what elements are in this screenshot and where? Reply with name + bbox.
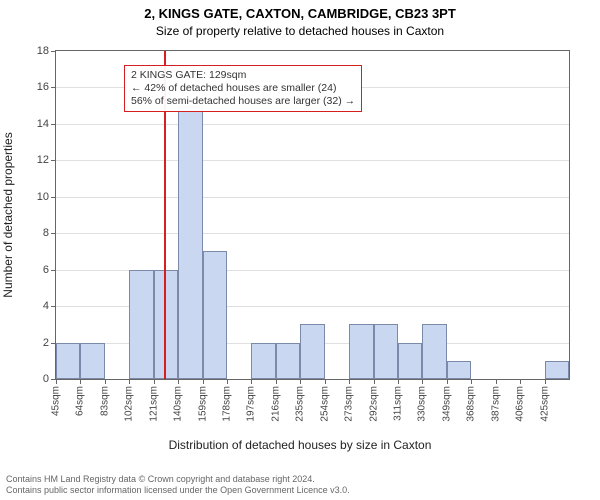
ytick-mark [51,270,55,271]
ytick-mark [51,197,55,198]
histogram-bar [178,106,202,379]
xtick-label: 64sqm [75,386,86,416]
xtick-label: 292sqm [368,386,379,422]
ytick-mark [51,124,55,125]
xtick-mark [496,380,497,384]
annotation-line: ← 42% of detached houses are smaller (24… [131,82,355,95]
xtick-label: 387sqm [490,386,501,422]
ytick-mark [51,233,55,234]
xtick-mark [349,380,350,384]
xtick-mark [545,380,546,384]
histogram-bar [300,324,324,379]
chart-title-line1: 2, KINGS GATE, CAXTON, CAMBRIDGE, CB23 3… [0,6,600,21]
ytick-label: 0 [9,373,49,385]
histogram-bar [349,324,373,379]
xtick-label: 273sqm [344,386,355,422]
annotation-box: 2 KINGS GATE: 129sqm← 42% of detached ho… [124,65,362,112]
xtick-mark [129,380,130,384]
ytick-label: 14 [9,118,49,130]
xtick-label: 254sqm [319,386,330,422]
histogram-bar [251,343,275,379]
xtick-label: 197sqm [246,386,257,422]
xtick-label: 45sqm [51,386,62,416]
xtick-mark [447,380,448,384]
xtick-mark [203,380,204,384]
xtick-mark [325,380,326,384]
xtick-label: 159sqm [197,386,208,422]
xtick-label: 121sqm [148,386,159,422]
ytick-label: 10 [9,191,49,203]
histogram-bar [80,343,104,379]
xtick-mark [251,380,252,384]
histogram-bar [545,361,569,379]
footer-attribution: Contains HM Land Registry data © Crown c… [6,474,350,497]
footer-line1: Contains HM Land Registry data © Crown c… [6,474,315,484]
ytick-label: 8 [9,227,49,239]
plot-area: 2 KINGS GATE: 129sqm← 42% of detached ho… [55,50,570,380]
xtick-label: 102sqm [124,386,135,422]
gridline-h [56,124,569,125]
xtick-mark [471,380,472,384]
x-axis-label: Distribution of detached houses by size … [0,438,600,452]
xtick-mark [178,380,179,384]
histogram-bar [447,361,471,379]
xtick-label: 330sqm [417,386,428,422]
xtick-mark [374,380,375,384]
gridline-h [56,160,569,161]
annotation-line: 56% of semi-detached houses are larger (… [131,95,355,108]
xtick-label: 311sqm [393,386,404,421]
xtick-mark [398,380,399,384]
xtick-mark [105,380,106,384]
xtick-mark [300,380,301,384]
histogram-bar [374,324,398,379]
gridline-h [56,233,569,234]
ytick-mark [51,343,55,344]
ytick-label: 18 [9,45,49,57]
histogram-bar [129,270,153,379]
ytick-label: 6 [9,264,49,276]
ytick-mark [51,306,55,307]
xtick-label: 140sqm [173,386,184,422]
xtick-label: 216sqm [270,386,281,422]
xtick-mark [56,380,57,384]
histogram-bar [203,251,227,379]
xtick-mark [520,380,521,384]
xtick-mark [227,380,228,384]
ytick-label: 2 [9,337,49,349]
chart-title-line2: Size of property relative to detached ho… [0,24,600,38]
ytick-mark [51,160,55,161]
ytick-label: 4 [9,300,49,312]
xtick-label: 235sqm [295,386,306,422]
ytick-label: 16 [9,81,49,93]
footer-line2: Contains public sector information licen… [6,485,350,495]
ytick-mark [51,51,55,52]
xtick-label: 406sqm [515,386,526,422]
annotation-line: 2 KINGS GATE: 129sqm [131,69,355,82]
xtick-label: 178sqm [222,386,233,422]
xtick-label: 368sqm [466,386,477,422]
xtick-mark [154,380,155,384]
ytick-mark [51,87,55,88]
chart-container: { "chart": { "type": "histogram", "title… [0,0,600,500]
xtick-label: 83sqm [99,386,110,416]
histogram-bar [422,324,446,379]
ytick-label: 12 [9,154,49,166]
xtick-mark [276,380,277,384]
histogram-bar [398,343,422,379]
gridline-h [56,197,569,198]
ytick-mark [51,379,55,380]
histogram-bar [276,343,300,379]
xtick-mark [80,380,81,384]
histogram-bar [56,343,80,379]
xtick-mark [422,380,423,384]
xtick-label: 425sqm [539,386,550,422]
xtick-label: 349sqm [441,386,452,422]
